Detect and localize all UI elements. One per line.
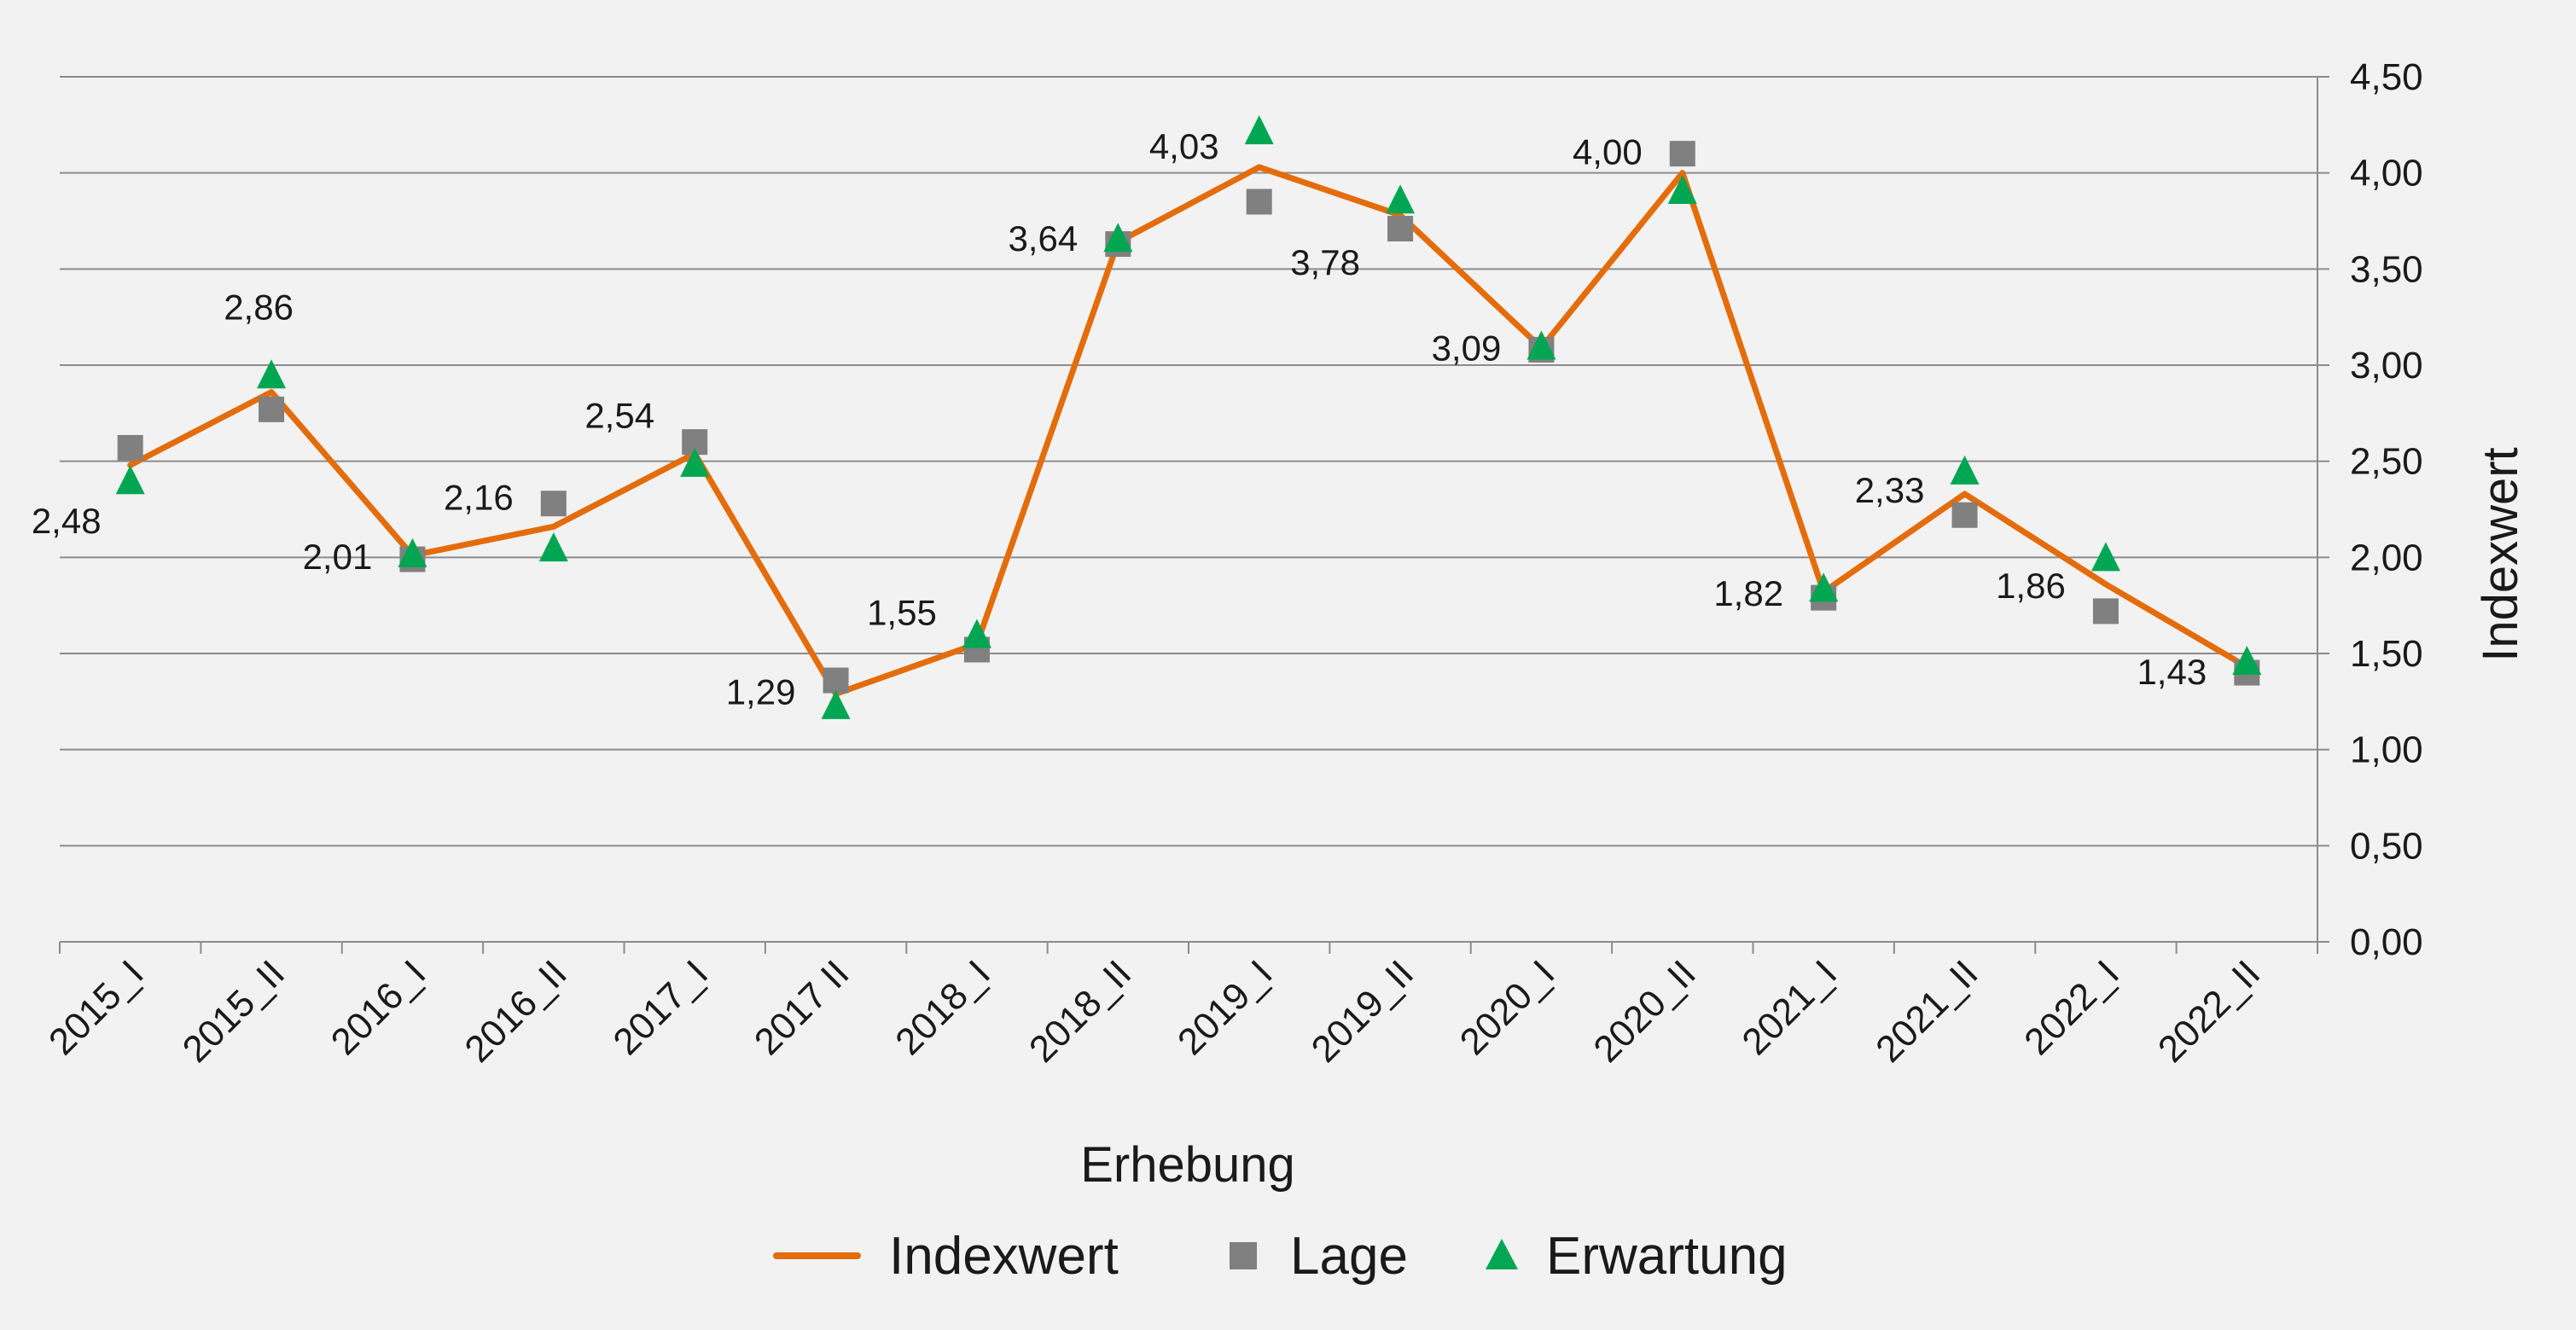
data-label: 2,33 <box>1855 470 1925 510</box>
y-axis-title: Indexwert <box>2473 447 2528 661</box>
erwartung-marker <box>1103 223 1133 253</box>
data-label: 1,55 <box>867 593 937 633</box>
erwartung-marker <box>821 689 851 719</box>
y-tick-label: 3,50 <box>2350 248 2423 290</box>
erwartung-marker <box>1667 174 1697 204</box>
data-label: 3,64 <box>1008 218 1078 258</box>
erwartung-marker <box>680 447 710 477</box>
y-tick-label: 3,00 <box>2350 345 2423 386</box>
erwartung-marker <box>115 465 145 495</box>
y-tick-label: 2,50 <box>2350 441 2423 483</box>
data-label: 2,86 <box>224 287 294 328</box>
lage-marker <box>1387 216 1414 242</box>
data-label: 1,86 <box>1996 566 2066 606</box>
erwartung-marker <box>1244 115 1274 145</box>
erwartung-marker <box>398 537 427 567</box>
y-tick-label: 2,00 <box>2350 537 2423 578</box>
y-tick-label: 4,00 <box>2350 153 2423 195</box>
data-label: 1,43 <box>2137 652 2207 692</box>
y-tick-label: 0,50 <box>2350 825 2423 867</box>
indexwert-series <box>127 164 2250 697</box>
erwartung-marker <box>538 532 568 562</box>
gridlines <box>60 76 2329 943</box>
data-label: 1,82 <box>1713 573 1783 613</box>
erwartung-marker <box>257 359 287 389</box>
erwartung-marker <box>962 619 991 648</box>
lage-marker <box>1246 189 1272 215</box>
y-tick-label: 4,50 <box>2350 56 2423 98</box>
erwartung-marker <box>2232 646 2262 676</box>
legend-label-lage: Lage <box>1290 1227 1408 1286</box>
data-label: 4,00 <box>1573 132 1643 172</box>
erwartung-marker <box>1526 330 1556 360</box>
lage-marker <box>259 396 285 422</box>
data-label: 2,48 <box>32 501 102 541</box>
erwartung-marker <box>2090 542 2120 572</box>
lage-marker <box>540 491 567 517</box>
axes <box>59 77 2318 954</box>
data-label: 1,29 <box>726 671 796 711</box>
y-tick-label: 0,00 <box>2350 921 2423 963</box>
data-label: 4,03 <box>1149 126 1219 166</box>
data-label: 2,16 <box>444 477 514 517</box>
lage-marker <box>823 667 849 694</box>
lage-marker <box>2092 598 2119 624</box>
legend-triangle-swatch <box>1486 1239 1518 1269</box>
data-label: 3,09 <box>1432 328 1502 369</box>
lage-marker <box>1951 502 1978 528</box>
legend: Indexwert Lage Erwartung <box>773 1227 1788 1286</box>
x-axis-title: Erhebung <box>1080 1137 1295 1193</box>
y-tick-label: 1,50 <box>2350 633 2423 675</box>
y-tick-labels: 0,00 0,50 1,00 1,50 2,00 2,50 3,00 3,50 4,00 4,50 <box>2350 56 2423 963</box>
lage-marker <box>1669 141 1695 167</box>
erwartung-marker <box>1809 572 1839 602</box>
y-tick-label: 1,00 <box>2350 729 2423 771</box>
data-label: 2,01 <box>303 537 373 577</box>
legend-square-swatch <box>1230 1242 1257 1269</box>
erwartung-series <box>115 115 2262 719</box>
data-label: 3,78 <box>1290 242 1360 282</box>
indexwert-line <box>127 164 2250 697</box>
legend-label-indexwert: Indexwert <box>889 1227 1119 1286</box>
legend-label-erwartung: Erwartung <box>1546 1227 1788 1286</box>
data-label: 2,54 <box>584 396 654 436</box>
data-labels: 2,48 2,86 2,01 2,16 2,54 1,29 1,55 3,64 4,03 3,78… <box>32 126 2207 711</box>
erwartung-marker <box>1950 455 1980 485</box>
erwartung-marker <box>1386 184 1416 214</box>
lage-marker <box>117 434 143 461</box>
